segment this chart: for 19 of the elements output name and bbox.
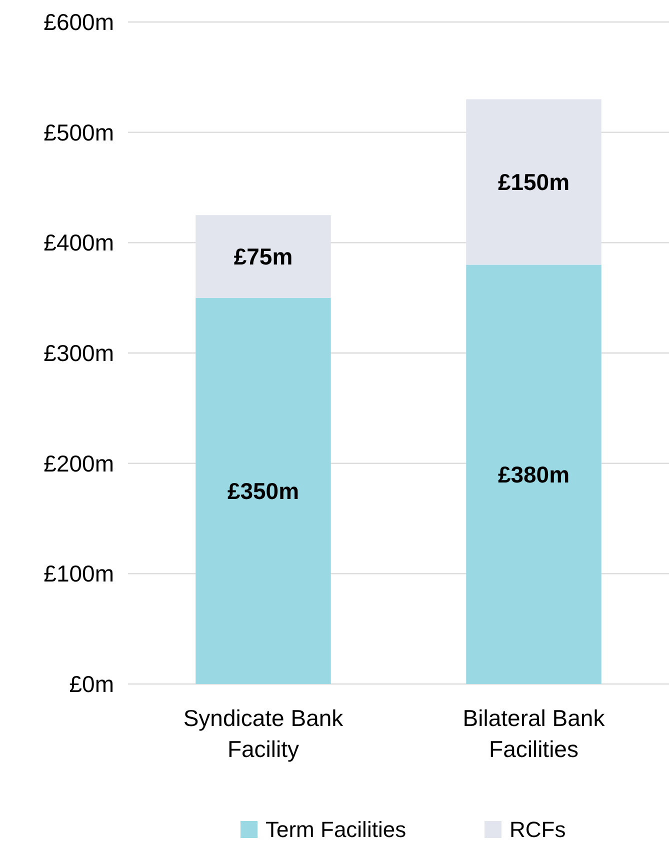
y-tick-label: £500m [44,119,114,146]
bar [466,99,602,265]
bar [196,298,331,684]
data-label: £150m [498,169,570,196]
data-label: £350m [227,478,300,504]
y-tick-label: £400m [44,230,114,256]
x-tick-label: Syndicate Bank Facility [183,705,344,762]
y-tick-label: £0m [69,671,114,698]
data-label: £380m [498,461,570,488]
legend-label: RCFs [510,817,566,842]
y-tick-label: £300m [44,340,114,366]
x-tick-label: Bilateral Bank Facilities [462,705,606,762]
legend-label: Term Facilities [266,817,406,842]
y-tick-label: £100m [44,560,114,587]
bar [466,264,602,684]
y-tick-label: £600m [44,9,114,36]
bar [196,215,331,298]
data-label: £75m [234,244,293,270]
y-tick-label: £200m [44,450,114,476]
